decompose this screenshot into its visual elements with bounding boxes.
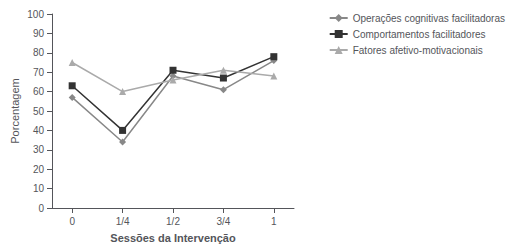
svg-text:Porcentagem: Porcentagem xyxy=(9,78,21,143)
svg-text:1/4: 1/4 xyxy=(116,216,130,227)
svg-text:70: 70 xyxy=(33,67,45,78)
svg-text:1: 1 xyxy=(271,216,277,227)
svg-text:20: 20 xyxy=(33,164,45,175)
svg-text:1/2: 1/2 xyxy=(166,216,180,227)
svg-text:50: 50 xyxy=(33,106,45,117)
svg-text:Sessões da Intervenção: Sessões da Intervenção xyxy=(110,232,236,244)
svg-text:10: 10 xyxy=(33,183,45,194)
svg-text:Fatores afetivo-motivacionais: Fatores afetivo-motivacionais xyxy=(353,45,483,56)
svg-text:80: 80 xyxy=(33,47,45,58)
svg-text:40: 40 xyxy=(33,125,45,136)
svg-text:90: 90 xyxy=(33,28,45,39)
svg-text:3/4: 3/4 xyxy=(216,216,230,227)
svg-text:100: 100 xyxy=(27,9,44,20)
svg-text:Operações cognitivas facilitad: Operações cognitivas facilitadoras xyxy=(353,13,505,24)
svg-text:60: 60 xyxy=(33,86,45,97)
svg-text:30: 30 xyxy=(33,144,45,155)
svg-text:0: 0 xyxy=(38,203,44,214)
svg-text:0: 0 xyxy=(69,216,75,227)
svg-text:Comportamentos facilitadores: Comportamentos facilitadores xyxy=(353,29,486,40)
